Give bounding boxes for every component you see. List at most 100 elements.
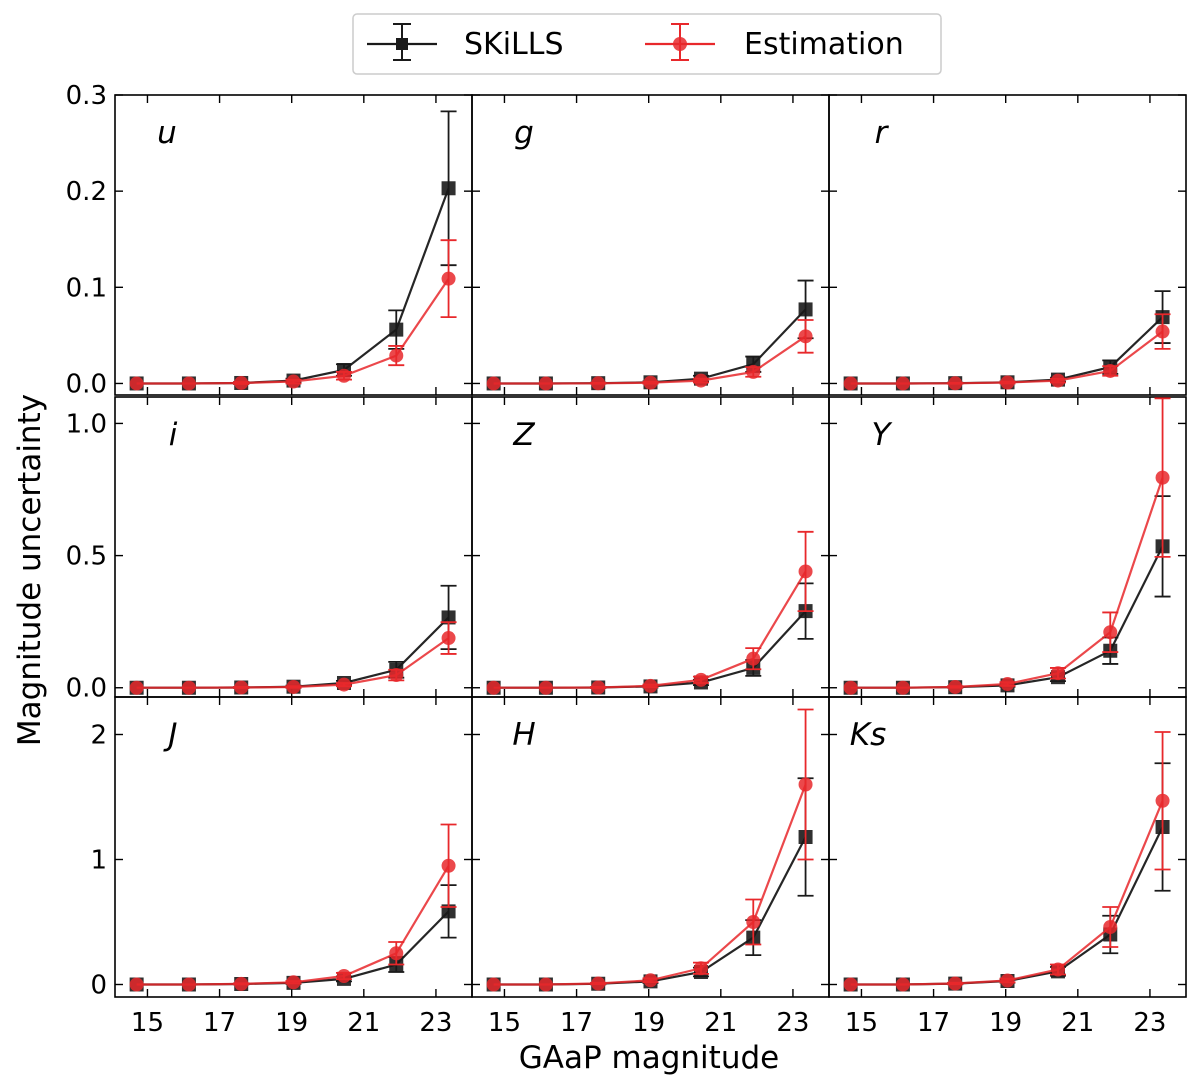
data-point-estimation (1155, 470, 1170, 485)
y-tick-label: 2 (90, 721, 107, 751)
data-point-estimation (1000, 973, 1015, 988)
data-point-estimation (746, 364, 761, 379)
y-tick-label: 1 (90, 846, 107, 876)
data-point-estimation (234, 680, 249, 695)
legend-estimation-label: Estimation (744, 27, 904, 62)
data-point-estimation (538, 376, 553, 391)
panel-h: 15 17 19 21 23 H (471, 696, 830, 1038)
series-line-estimation (850, 800, 1164, 986)
data-point-estimation (441, 271, 456, 286)
data-point-estimation (234, 375, 249, 390)
data-point-estimation (286, 679, 301, 694)
data-point-estimation (234, 976, 249, 991)
data-point-estimation (1000, 375, 1015, 390)
data-point-skills (441, 610, 456, 625)
data-point-estimation (336, 677, 351, 692)
series-skills (486, 777, 814, 992)
data-point-estimation (591, 976, 606, 991)
y-tick-label: 0.2 (66, 177, 107, 207)
series-skills (486, 279, 814, 391)
data-point-estimation (746, 915, 761, 929)
data-point-estimation (1050, 666, 1065, 681)
data-point-estimation (895, 977, 910, 992)
y-tick-label: 0.3 (66, 81, 107, 111)
data-point-estimation (486, 376, 501, 391)
x-tick-label: 15 (131, 1008, 164, 1038)
legend: SKiLLS Estimation (352, 13, 942, 75)
x-tick-label: 15 (845, 1008, 878, 1038)
series-skills (843, 762, 1171, 992)
legend-skills-marker (396, 38, 408, 50)
data-point-estimation (336, 969, 351, 983)
y-tick-label: 0.5 (66, 542, 107, 572)
data-point-estimation (895, 376, 910, 391)
data-point-estimation (948, 679, 963, 694)
panel-label-j: J (162, 717, 177, 753)
panel-r: r (828, 94, 1187, 396)
legend-skills-label: SKiLLS (464, 27, 564, 62)
series-line-skills (136, 910, 450, 986)
data-point-estimation (693, 373, 708, 388)
data-point-skills (798, 302, 813, 317)
data-point-estimation (389, 348, 404, 363)
series-estimation (129, 239, 457, 391)
x-tick-label: 19 (989, 1008, 1022, 1038)
data-point-estimation (389, 668, 404, 683)
data-point-estimation (1050, 962, 1065, 977)
series-estimation (843, 397, 1171, 695)
data-point-estimation (1155, 793, 1170, 808)
data-point-estimation (181, 977, 196, 992)
y-tick-label: 0.0 (66, 369, 107, 399)
data-point-estimation (181, 376, 196, 391)
panel-label-i: i (169, 417, 178, 453)
data-point-estimation (129, 977, 144, 992)
data-point-estimation (643, 973, 658, 988)
data-point-estimation (486, 680, 501, 695)
data-point-estimation (798, 564, 813, 579)
data-point-estimation (129, 376, 144, 391)
series-estimation (129, 823, 457, 992)
data-point-estimation (591, 680, 606, 695)
data-point-estimation (1103, 363, 1118, 378)
data-point-estimation (693, 672, 708, 687)
data-point-estimation (538, 680, 553, 695)
data-point-estimation (843, 376, 858, 391)
data-point-estimation (486, 977, 501, 992)
panel-label-ks: Ks (850, 717, 886, 753)
data-point-estimation (1155, 324, 1170, 339)
panel-label-y: Y (872, 417, 893, 453)
series-line-skills (493, 836, 807, 986)
data-point-estimation (1103, 920, 1118, 934)
panel-i: 0.0 0.5 1.0 i (66, 396, 473, 704)
x-tick-label: 17 (917, 1008, 950, 1038)
data-point-estimation (746, 651, 761, 666)
panel-label-z: Z (512, 417, 535, 453)
data-point-estimation (843, 977, 858, 992)
series-estimation (486, 319, 814, 391)
series-skills (843, 495, 1171, 695)
y-tick-label: 0.1 (66, 273, 107, 303)
data-point-estimation (441, 631, 456, 646)
series-estimation (129, 621, 457, 695)
y-tick-label: 0.0 (66, 674, 107, 704)
panels: 0.0 0.1 0.2 0.3 u g r 0.0 0.5 1.0 i Z Y 15 17 19 21 23 0 1 2… (66, 81, 1187, 1038)
data-point-estimation (129, 680, 144, 695)
x-tick-label: 17 (560, 1008, 593, 1038)
x-tick-label: 23 (419, 1008, 452, 1038)
panel-frame (828, 94, 1187, 396)
x-tick-label: 15 (488, 1008, 521, 1038)
data-point-estimation (336, 368, 351, 383)
panel-j: 15 17 19 21 23 0 1 2 J (90, 696, 473, 1038)
panel-label-g: g (514, 115, 534, 151)
x-tick-label: 19 (275, 1008, 308, 1038)
data-point-estimation (591, 376, 606, 391)
data-point-estimation (798, 329, 813, 344)
data-point-estimation (538, 977, 553, 992)
panel-u: 0.0 0.1 0.2 0.3 u (66, 81, 473, 399)
data-point-estimation (286, 975, 301, 990)
panel-g: g (471, 94, 830, 396)
data-point-estimation (948, 976, 963, 991)
legend-entry-estimation: Estimation (645, 23, 904, 62)
series-skills (129, 110, 457, 391)
series-skills (129, 584, 457, 695)
